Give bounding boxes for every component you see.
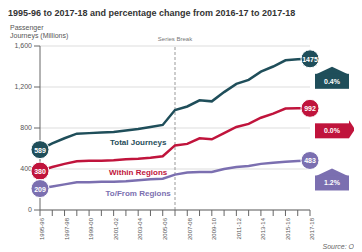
svg-text:2011-12: 2011-12 [236, 217, 242, 239]
svg-text:1997-98: 1997-98 [64, 217, 70, 240]
svg-text:1475: 1475 [302, 56, 318, 63]
svg-text:0.0%: 0.0% [324, 127, 341, 134]
svg-text:2013-14: 2013-14 [260, 217, 266, 240]
svg-text:483: 483 [304, 157, 316, 164]
svg-text:1995-96: 1995-96 [39, 217, 45, 240]
svg-text:992: 992 [304, 105, 316, 112]
html-text:1995-96 to 2017-18 and percent: 1995-96 to 2017-18 and percentage change… [8, 8, 296, 18]
svg-text:380: 380 [34, 168, 46, 175]
html-text:Source: O: Source: O [322, 243, 354, 250]
svg-text:209: 209 [34, 186, 46, 193]
svg-text:0: 0 [28, 206, 32, 213]
html-text:Passenger Journeys (Millions): Passenger Journeys (Millions) [10, 24, 69, 39]
svg-text:2007-08: 2007-08 [187, 217, 193, 240]
svg-text:1999-00: 1999-00 [88, 217, 94, 240]
svg-text:400: 400 [20, 165, 32, 172]
svg-text:2015-16: 2015-16 [285, 217, 291, 240]
svg-text:2005-06: 2005-06 [162, 217, 168, 240]
svg-text:2001-02: 2001-02 [113, 217, 119, 240]
svg-text:0.4%: 0.4% [324, 78, 341, 85]
svg-text:1,600: 1,600 [14, 42, 32, 49]
svg-text:1.2%: 1.2% [324, 179, 341, 186]
svg-text:2017-18: 2017-18 [309, 217, 315, 240]
svg-text:1,200: 1,200 [14, 83, 32, 90]
svg-text:Series Break: Series Break [158, 36, 193, 42]
svg-text:2009-10: 2009-10 [211, 217, 217, 240]
svg-text:Total Journeys: Total Journeys [110, 138, 167, 147]
svg-text:800: 800 [20, 124, 32, 131]
svg-text:Within Regions: Within Regions [109, 168, 168, 177]
svg-text:2003-04: 2003-04 [137, 217, 143, 240]
svg-text:589: 589 [34, 147, 46, 154]
svg-text:To/From Regions: To/From Regions [106, 189, 172, 198]
